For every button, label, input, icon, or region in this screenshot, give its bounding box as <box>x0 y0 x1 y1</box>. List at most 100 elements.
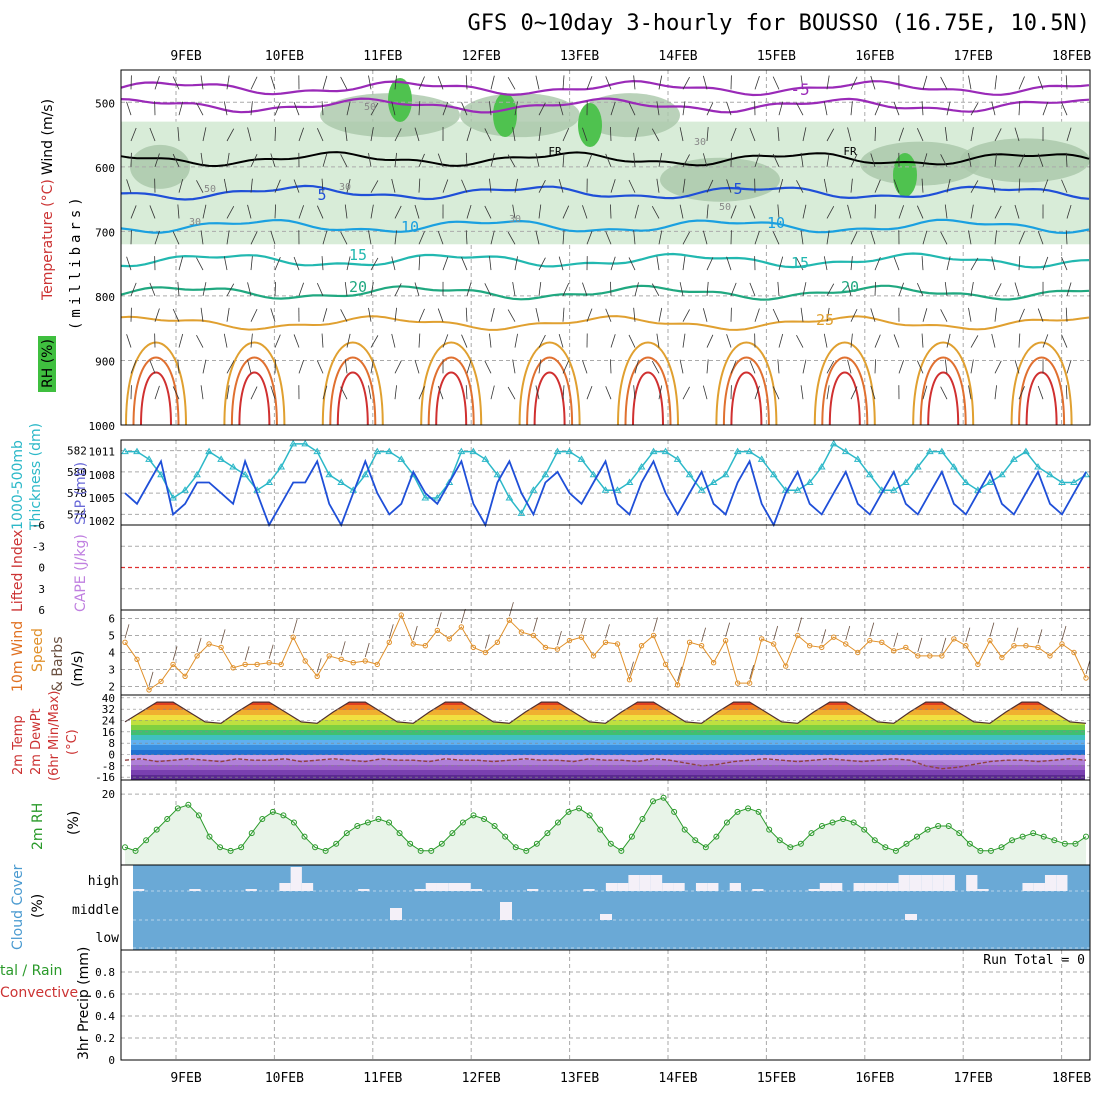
rh2m-marker <box>882 844 889 851</box>
wind-barb <box>149 282 156 297</box>
rh2m-unit: (%) <box>66 811 82 835</box>
wind-barb <box>702 153 708 167</box>
contour-label: 20 <box>841 278 859 296</box>
wind-barb <box>490 308 495 322</box>
wind-barb <box>340 309 348 322</box>
wind-barb <box>826 385 830 400</box>
wind-barb <box>172 153 180 167</box>
cloud-bar-high <box>245 889 257 891</box>
wind-barb <box>777 359 780 374</box>
wind-barb <box>250 231 258 245</box>
wind-barb <box>274 179 281 193</box>
wind-barb <box>656 256 660 271</box>
cloud-bar-high <box>189 889 201 891</box>
axis-label-li: Lifted Index <box>10 530 26 612</box>
wind-barb <box>298 282 305 297</box>
wind10-marker <box>879 639 885 645</box>
wind-barb <box>772 153 780 167</box>
y-tick-wind: 2 <box>108 681 115 694</box>
temp-tongue <box>420 341 483 426</box>
cloud-bar-high <box>1044 875 1057 891</box>
wind10-barb <box>364 642 370 658</box>
contour-label: 25 <box>816 311 834 329</box>
wind10-marker <box>386 639 392 645</box>
wind10-marker <box>650 632 657 639</box>
wind-barb <box>130 360 137 374</box>
rh-shade <box>660 157 780 202</box>
wind-barb <box>847 282 852 297</box>
wind10-marker <box>867 637 873 644</box>
temp-color-band <box>131 740 1085 745</box>
wind-barb <box>802 127 807 142</box>
wind-barb <box>772 76 780 90</box>
temp-tongue <box>526 356 574 426</box>
cloud-bar-high <box>448 883 460 891</box>
slp-marker <box>385 447 394 455</box>
wind-barb <box>535 75 540 90</box>
rh2m-marker <box>153 826 160 833</box>
cloud-bar-high <box>707 883 719 891</box>
wind10-marker <box>891 648 897 654</box>
slp-marker <box>637 463 646 470</box>
rh2m-marker <box>132 847 139 854</box>
cloud-bar-high <box>414 889 426 891</box>
wind-barb <box>870 308 876 322</box>
rh2m-marker <box>1030 830 1037 837</box>
wind-barb <box>394 128 402 142</box>
wind-barb <box>489 333 492 348</box>
rh2m-marker <box>987 847 994 854</box>
wind-barb <box>777 127 780 142</box>
wind-barb <box>679 359 684 374</box>
axis-label-p5_d: (°C) <box>65 729 80 755</box>
wind10-barb <box>388 624 394 639</box>
wind10-marker <box>218 644 224 651</box>
wind-barb <box>484 283 492 297</box>
wind-barb <box>968 152 972 167</box>
wind-barb <box>582 127 588 142</box>
y-tick-thickness: 582 <box>67 445 87 458</box>
wind-barb <box>394 283 402 297</box>
wind10-barb <box>821 629 827 644</box>
wind-barb <box>802 359 807 374</box>
cloud-bar-high <box>290 867 302 891</box>
wind-barb <box>656 101 660 116</box>
temp-tongue <box>238 371 271 426</box>
rh2m-marker <box>1072 840 1079 847</box>
slp-marker <box>673 455 682 462</box>
cloud-bar-high <box>527 889 539 891</box>
wind-barb <box>322 385 328 400</box>
temp-color-band <box>131 730 1085 735</box>
rh2m-marker <box>185 801 192 808</box>
wind-barb <box>823 101 828 116</box>
wind-barb <box>196 180 204 193</box>
slp-marker <box>217 455 225 462</box>
y-tick-thickness: 578 <box>67 487 87 500</box>
wind-barb <box>726 334 732 348</box>
wind-barb <box>490 75 495 90</box>
wind-barb <box>658 307 663 322</box>
wind-barb <box>321 101 324 116</box>
wind-barb <box>226 206 235 219</box>
contour-label: 5 <box>733 180 742 198</box>
wind-barb <box>682 333 686 348</box>
wind-barb <box>730 360 737 374</box>
wind-barb <box>274 257 281 271</box>
wind10-barb <box>533 617 538 632</box>
wind-barb <box>321 178 324 193</box>
wind-barb <box>946 333 951 348</box>
wind-barb <box>633 385 636 400</box>
slp-marker <box>853 455 862 462</box>
temp-tongue <box>125 341 187 426</box>
wind-barb <box>874 281 877 296</box>
wind-barb <box>628 102 636 116</box>
y-tick-slp: 1008 <box>89 469 116 482</box>
rh2m-marker <box>143 837 150 844</box>
slp-marker <box>937 447 946 455</box>
contour-label: 15 <box>349 246 367 264</box>
rh2m-marker <box>375 815 382 822</box>
wind-barb <box>370 204 374 219</box>
wind-barb <box>1042 101 1049 116</box>
rh2m-marker <box>470 812 477 819</box>
rh2m-marker <box>850 819 857 826</box>
slp-marker <box>769 470 778 478</box>
